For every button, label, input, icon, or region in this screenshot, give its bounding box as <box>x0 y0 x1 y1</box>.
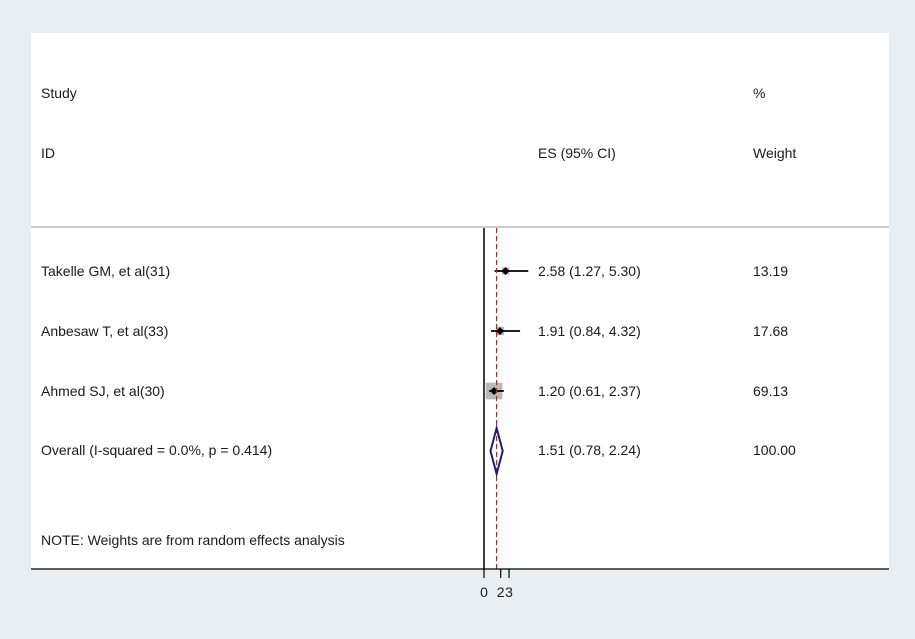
study-weight: 13.19 <box>753 263 788 279</box>
overall-diamond <box>489 424 504 478</box>
study-label: Takelle GM, et al(31) <box>41 263 170 279</box>
study-es-text: 1.20 (0.61, 2.37) <box>538 383 641 399</box>
point-estimate <box>501 267 510 275</box>
x-tick-label: 3 <box>505 584 513 600</box>
note-text: NOTE: Weights are from random effects an… <box>41 532 345 548</box>
x-tick-label: 2 <box>497 584 505 600</box>
study-es-text: 2.58 (1.27, 5.30) <box>538 263 641 279</box>
overall-es-text: 1.51 (0.78, 2.24) <box>538 442 641 458</box>
plot-panel <box>31 33 889 569</box>
header-es: ES (95% CI) <box>538 145 616 161</box>
study-es-text: 1.91 (0.84, 4.32) <box>538 323 641 339</box>
study-label: Ahmed SJ, et al(30) <box>41 383 165 399</box>
study-weight: 17.68 <box>753 323 788 339</box>
header-id: ID <box>41 145 55 161</box>
x-tick-label: 0 <box>480 584 488 600</box>
study-weight: 69.13 <box>753 383 788 399</box>
overall-label: Overall (I-squared = 0.0%, p = 0.414) <box>41 442 272 458</box>
header-weight: Weight <box>753 145 796 161</box>
study-row: Anbesaw T, et al(33) 1.91 (0.84, 4.32) 17.… <box>41 323 788 339</box>
study-label: Anbesaw T, et al(33) <box>41 323 168 339</box>
study-row: Takelle GM, et al(31) 2.58 (1.27, 5.30) 13… <box>41 263 788 279</box>
header-study: Study <box>41 85 77 101</box>
header-percent: % <box>753 85 765 101</box>
point-estimate <box>495 327 504 335</box>
overall-weight: 100.00 <box>753 442 796 458</box>
